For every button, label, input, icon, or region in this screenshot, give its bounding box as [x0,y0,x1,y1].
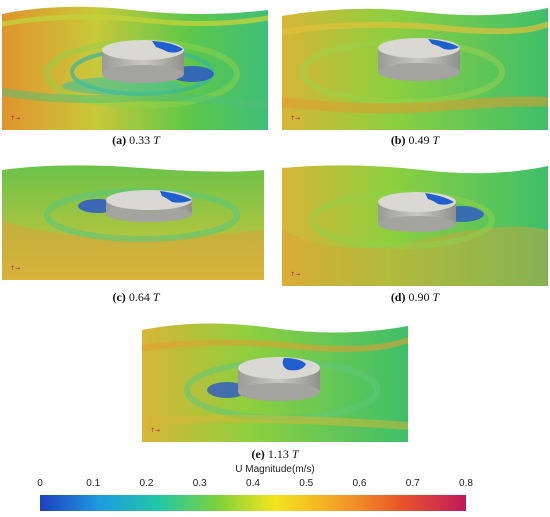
caption-d: (d) 0.90 T [285,290,545,305]
colorbar-tick-label: 0.7 [405,478,420,489]
flow-field-e: ↑→ [142,323,408,442]
caption-e-value: 1.13 [267,447,289,461]
colorbar-tick-label: 0.5 [299,478,314,489]
caption-d-letter: (d) [390,290,406,304]
flow-panel-a: ↑→ [2,2,268,130]
flow-field-a: ↑→ [2,6,268,130]
caption-d-unit: T [432,290,440,304]
caption-e-unit: T [291,447,299,461]
colorbar [40,495,466,511]
flow-field-d: ↑→ [282,165,548,286]
flow-field-c: ↑→ [2,165,264,280]
colorbar-tick-label: 0 [37,478,43,489]
axes-triad-b: ↑→ [290,115,300,122]
flow-panel-b: ↑→ [282,2,548,130]
caption-b-letter: (b) [390,133,406,147]
caption-c-letter: (c) [112,290,126,304]
caption-d-value: 0.90 [408,290,430,304]
axes-triad-a: ↑→ [10,115,20,122]
flow-panel-c: ↑→ [2,160,268,280]
caption-b: (b) 0.49 T [285,133,545,148]
caption-c-unit: T [152,290,160,304]
axes-triad-c: ↑→ [10,265,20,272]
flow-panel-e: ↑→ [142,318,408,442]
caption-b-value: 0.49 [408,133,430,147]
caption-b-unit: T [432,133,440,147]
colorbar-tick-label: 0.4 [246,478,260,489]
caption-e: (e) 1.13 T [145,447,405,462]
caption-e-letter: (e) [251,447,265,461]
colorbar-tick-label: 0.6 [352,478,367,489]
caption-a: (a) 0.33 T [6,133,266,148]
caption-a-letter: (a) [112,133,127,147]
caption-a-unit: T [153,133,160,147]
colorbar-tick-label: 0.8 [459,478,473,489]
caption-a-value: 0.33 [129,133,151,147]
caption-c: (c) 0.64 T [6,290,266,305]
caption-c-value: 0.64 [128,290,150,304]
flow-panel-d: ↑→ [282,160,548,286]
colorbar-tick-label: 0.2 [139,478,154,489]
axes-triad-d: ↑→ [290,271,300,278]
colorbar-title: U Magnitude(m/s) [235,464,315,475]
flow-field-b: ↑→ [282,8,548,130]
axes-triad-e: ↑→ [150,427,160,434]
colorbar-tick-label: 0.3 [192,478,207,489]
colorbar-tick-label: 0.1 [86,478,101,489]
